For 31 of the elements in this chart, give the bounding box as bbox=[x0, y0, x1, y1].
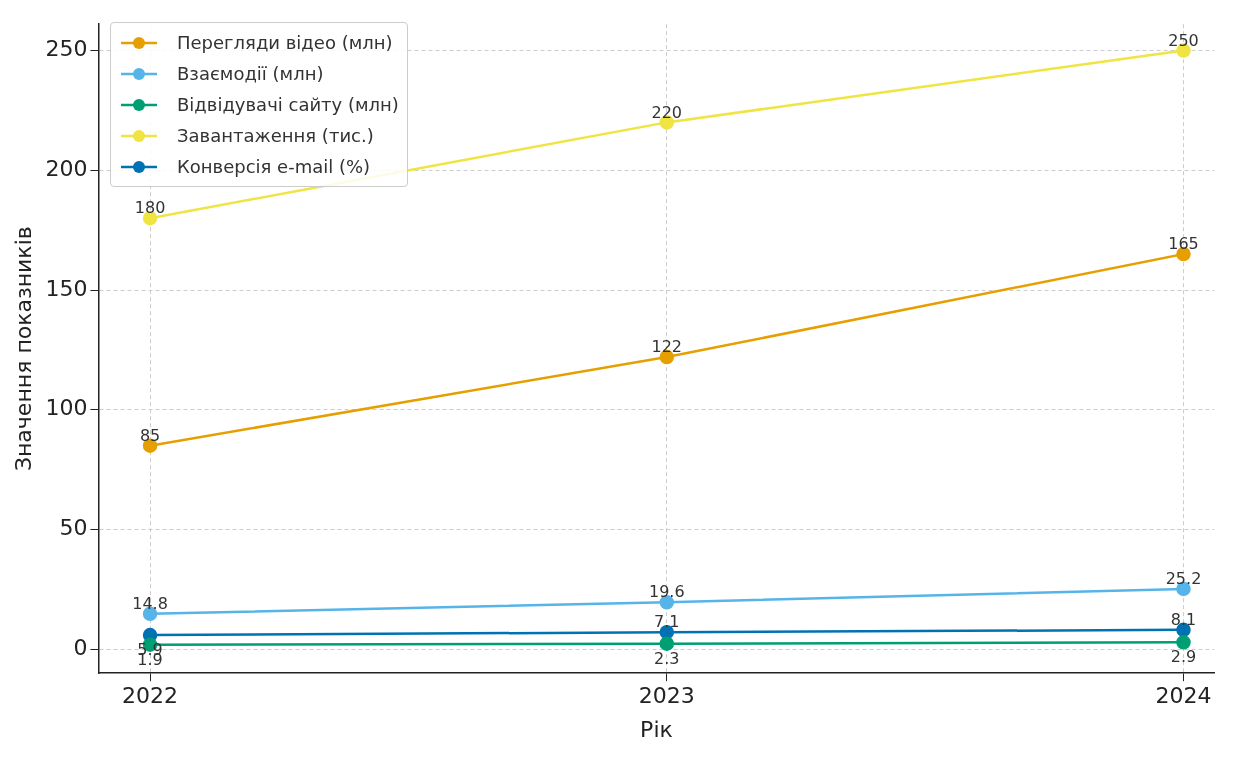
x-tick-label: 2024 bbox=[1155, 683, 1212, 709]
data-label: 25.2 bbox=[1165, 569, 1202, 589]
data-label: 180 bbox=[134, 198, 166, 218]
point bbox=[659, 636, 675, 651]
data-label: 122 bbox=[651, 337, 683, 357]
data-label: 2.9 bbox=[1170, 647, 1197, 667]
y-tick-label: 250 bbox=[45, 36, 88, 62]
data-label: 8.1 bbox=[1170, 610, 1197, 630]
y-tick-label: 150 bbox=[45, 275, 88, 301]
legend-label: Взаємодії (млн) bbox=[177, 63, 324, 84]
y-tick-label: 50 bbox=[59, 515, 88, 541]
y-axis-title: Значення показників bbox=[10, 226, 36, 472]
y-tick-label: 200 bbox=[45, 156, 88, 181]
data-label: 2.3 bbox=[654, 648, 680, 668]
data-label: 220 bbox=[651, 102, 683, 122]
data-label: 19.6 bbox=[648, 582, 685, 602]
legend-label: Відвідувачі сайту (млн) bbox=[177, 94, 399, 115]
data-label: 14.8 bbox=[132, 593, 168, 613]
data-label: 250 bbox=[1168, 30, 1199, 50]
x-axis-title: Рік bbox=[640, 716, 673, 742]
data-label: 7.1 bbox=[654, 612, 680, 632]
data-label: 85 bbox=[139, 425, 161, 445]
y-tick-label: 0 bbox=[73, 634, 88, 660]
legend-label: Конверсія e-mail (%) bbox=[177, 156, 371, 177]
legend-label: Перегляди відео (млн) bbox=[177, 32, 393, 53]
point bbox=[1176, 635, 1191, 650]
legend-label: Завантаження (тис.) bbox=[177, 125, 374, 146]
data-label: 165 bbox=[1168, 234, 1199, 254]
y-tick-label: 100 bbox=[45, 395, 88, 421]
x-tick-label: 2022 bbox=[122, 683, 179, 709]
x-tick-label: 2023 bbox=[638, 683, 695, 709]
